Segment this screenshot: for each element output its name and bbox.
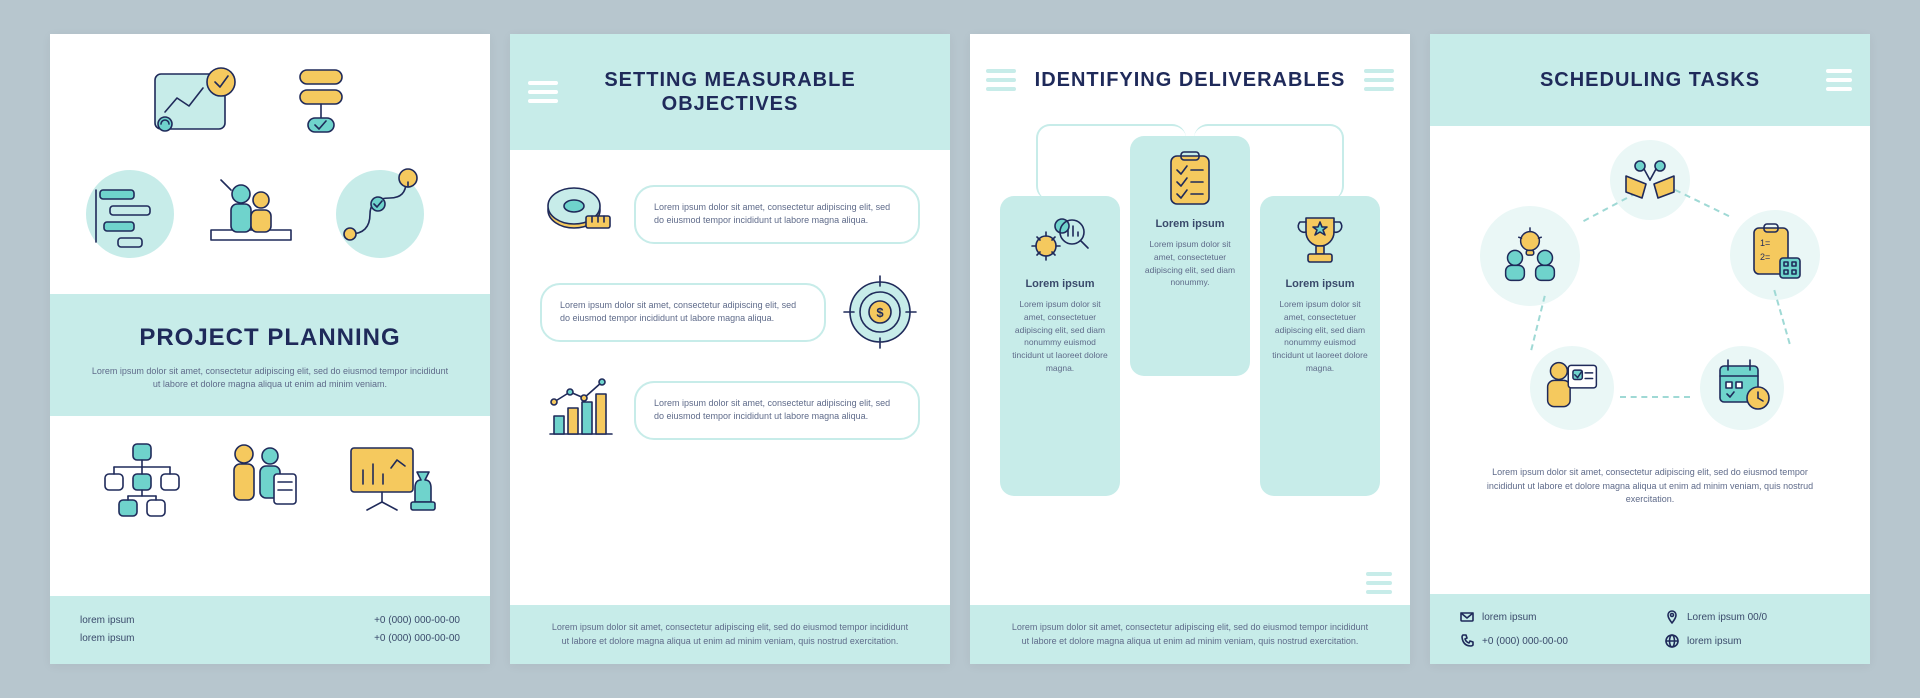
p4-header: SCHEDULING TASKS — [1430, 34, 1870, 126]
card-label: Lorem ipsum — [1142, 218, 1238, 230]
footer-text: +0 (000) 000-00-00 — [374, 612, 460, 630]
contact-address: Lorem ipsum 00/0 — [1665, 610, 1840, 624]
p2-footer: Lorem ipsum dolor sit amet, consectetur … — [510, 605, 950, 664]
svg-text:2=: 2= — [1760, 252, 1770, 262]
card-text: Lorem ipsum dolor sit amet, consectetuer… — [1142, 238, 1238, 289]
pin-icon — [1665, 610, 1679, 624]
deco-lines-icon — [1826, 69, 1852, 91]
deliverable-card: Lorem ipsum Lorem ipsum dolor sit amet, … — [1130, 136, 1250, 376]
footer-text: Lorem ipsum dolor sit amet, consectetur … — [550, 621, 910, 648]
dash-segment — [1675, 189, 1730, 217]
calendar-clock-icon — [1714, 356, 1774, 416]
brochure-stage: PROJECT PLANNING Lorem ipsum dolor sit a… — [50, 34, 1870, 664]
p1-footer-right: +0 (000) 000-00-00 +0 (000) 000-00-00 — [374, 612, 460, 648]
dash-segment — [1620, 396, 1690, 398]
p3-body: Lorem ipsum Lorem ipsum dolor sit amet, … — [970, 126, 1410, 506]
contact-web: lorem ipsum — [1665, 634, 1840, 648]
panel-deliverables: IDENTIFYING DELIVERABLES — [970, 34, 1410, 664]
p4-body-text: Lorem ipsum dolor sit amet, consectetur … — [1460, 466, 1840, 507]
contact-text: +0 (000) 000-00-00 — [1482, 636, 1568, 647]
panel-scheduling: SCHEDULING TASKS — [1430, 34, 1870, 664]
contact-text: lorem ipsum — [1687, 636, 1741, 647]
contact-email: lorem ipsum — [1460, 610, 1635, 624]
footer-text: +0 (000) 000-00-00 — [374, 630, 460, 648]
card-label: Lorem ipsum — [1272, 278, 1368, 290]
team-idea-icon — [1500, 226, 1560, 286]
objective-item: Lorem ipsum dolor sit amet, consectetur … — [540, 174, 920, 254]
mail-icon — [1460, 610, 1474, 624]
card-text: Lorem ipsum dolor sit amet, consectetuer… — [1272, 298, 1368, 375]
deco-lines-icon — [986, 69, 1016, 91]
people-clipboard-icon — [220, 440, 310, 520]
growth-chart-icon — [540, 370, 620, 450]
org-tree-icon — [97, 440, 187, 520]
p2-header: SETTING MEASURABLE OBJECTIVES — [510, 34, 950, 150]
contact-phone: +0 (000) 000-00-00 — [1460, 634, 1635, 648]
p2-body: Lorem ipsum dolor sit amet, consectetur … — [510, 150, 950, 450]
p4-footer: lorem ipsum Lorem ipsum 00/0 +0 (000) 00… — [1430, 594, 1870, 664]
svg-text:$: $ — [876, 305, 884, 320]
card-text: Lorem ipsum dolor sit amet, consectetuer… — [1012, 298, 1108, 375]
tape-measure-icon — [540, 174, 620, 254]
p1-title: PROJECT PLANNING — [90, 324, 450, 353]
p1-title-block: PROJECT PLANNING Lorem ipsum dolor sit a… — [50, 294, 490, 416]
objective-text: Lorem ipsum dolor sit amet, consectetur … — [540, 283, 826, 342]
contact-text: Lorem ipsum 00/0 — [1687, 612, 1767, 623]
p3-title: IDENTIFYING DELIVERABLES — [1000, 68, 1380, 92]
deliverable-card: Lorem ipsum Lorem ipsum dolor sit amet, … — [1260, 196, 1380, 496]
objective-text: Lorem ipsum dolor sit amet, consectetur … — [634, 381, 920, 440]
phone-icon — [1460, 634, 1474, 648]
deco-lines-icon — [1366, 572, 1392, 594]
svg-text:1=: 1= — [1760, 238, 1770, 248]
objective-text: Lorem ipsum dolor sit amet, consectetur … — [634, 185, 920, 244]
p1-subtitle: Lorem ipsum dolor sit amet, consectetur … — [90, 365, 450, 392]
presentation-chess-icon — [343, 440, 443, 520]
gear-analysis-icon — [1012, 210, 1108, 270]
footer-text: lorem ipsum — [80, 612, 134, 630]
p3-footer: Lorem ipsum dolor sit amet, consectetur … — [970, 605, 1410, 664]
deliverable-card: Lorem ipsum Lorem ipsum dolor sit amet, … — [1000, 196, 1120, 496]
card-label: Lorem ipsum — [1012, 278, 1108, 290]
deco-lines-icon — [528, 81, 558, 103]
cycle-diagram: 1= 2= — [1460, 146, 1840, 466]
clipboard-steps-icon: 1= 2= — [1746, 224, 1806, 284]
person-checkbox-icon — [1542, 356, 1602, 416]
p1-footer-left: lorem ipsum lorem ipsum — [80, 612, 134, 648]
p1-footer: lorem ipsum lorem ipsum +0 (000) 000-00-… — [50, 596, 490, 664]
p1-bottom-icons — [50, 416, 490, 544]
ribbon-cut-icon — [1620, 150, 1680, 210]
p1-icon-grid — [50, 34, 490, 294]
trophy-icon — [1272, 210, 1368, 270]
p3-header: IDENTIFYING DELIVERABLES — [970, 34, 1410, 126]
contact-text: lorem ipsum — [1482, 612, 1536, 623]
p4-title: SCHEDULING TASKS — [1460, 68, 1840, 92]
p2-title: SETTING MEASURABLE OBJECTIVES — [540, 68, 920, 116]
objective-item: $ Lorem ipsum dolor sit amet, consectetu… — [540, 272, 920, 352]
checklist-icon — [1142, 150, 1238, 210]
objective-item: Lorem ipsum dolor sit amet, consectetur … — [540, 370, 920, 450]
target-dollar-icon: $ — [840, 272, 920, 352]
globe-icon — [1665, 634, 1679, 648]
footer-text: Lorem ipsum dolor sit amet, consectetur … — [1010, 621, 1370, 648]
footer-text: lorem ipsum — [80, 630, 134, 648]
panel-objectives: SETTING MEASURABLE OBJECTIVES Lor — [510, 34, 950, 664]
panel-project-planning: PROJECT PLANNING Lorem ipsum dolor sit a… — [50, 34, 490, 664]
p4-body: 1= 2= — [1430, 126, 1870, 507]
deco-lines-icon — [1364, 69, 1394, 91]
